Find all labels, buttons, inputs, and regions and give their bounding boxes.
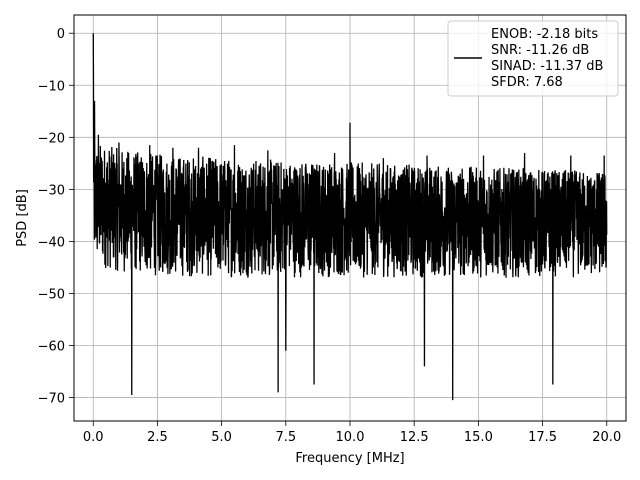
y-tick-label: 0 bbox=[57, 27, 65, 42]
legend-enob: ENOB: -2.18 bits bbox=[491, 27, 598, 42]
y-tick-label: −10 bbox=[38, 79, 65, 94]
legend-box bbox=[447, 20, 619, 97]
x-tick-label: 7.5 bbox=[275, 430, 296, 445]
x-tick-label: 15.0 bbox=[464, 430, 493, 445]
legend-sinad: SINAD: -11.37 dB bbox=[491, 59, 603, 74]
x-tick-label: 2.5 bbox=[147, 430, 168, 445]
y-tick-label: −60 bbox=[38, 340, 65, 355]
x-tick-label: 10.0 bbox=[336, 430, 365, 445]
x-tick-label: 17.5 bbox=[528, 430, 557, 445]
x-tick-label: 20.0 bbox=[592, 430, 621, 445]
x-axis-label: Frequency [MHz] bbox=[295, 451, 404, 466]
psd-series-line bbox=[92, 33, 608, 401]
y-tick-label: −50 bbox=[38, 287, 65, 302]
x-tick-label: 12.5 bbox=[400, 430, 429, 445]
axis-ticks: 0.0 2.5 5.0 7.5 10.0 12.5 15.0 17.5 20.0 0 −10 −20 −… bbox=[38, 27, 622, 445]
y-axis-label: PSD [dB] bbox=[15, 189, 30, 247]
y-tick-label: −70 bbox=[38, 392, 65, 407]
y-tick-label: −20 bbox=[38, 131, 65, 146]
legend-snr: SNR: -11.26 dB bbox=[491, 43, 589, 58]
legend: ENOB: -2.18 bits SNR: -11.26 dB SINAD: -… bbox=[447, 20, 619, 97]
y-tick-label: −40 bbox=[38, 235, 65, 250]
legend-sfdr: SFDR: 7.68 bbox=[491, 75, 563, 90]
series-group bbox=[92, 33, 608, 401]
x-tick-label: 5.0 bbox=[211, 430, 232, 445]
y-tick-label: −30 bbox=[38, 183, 65, 198]
x-tick-label: 0.0 bbox=[83, 430, 104, 445]
